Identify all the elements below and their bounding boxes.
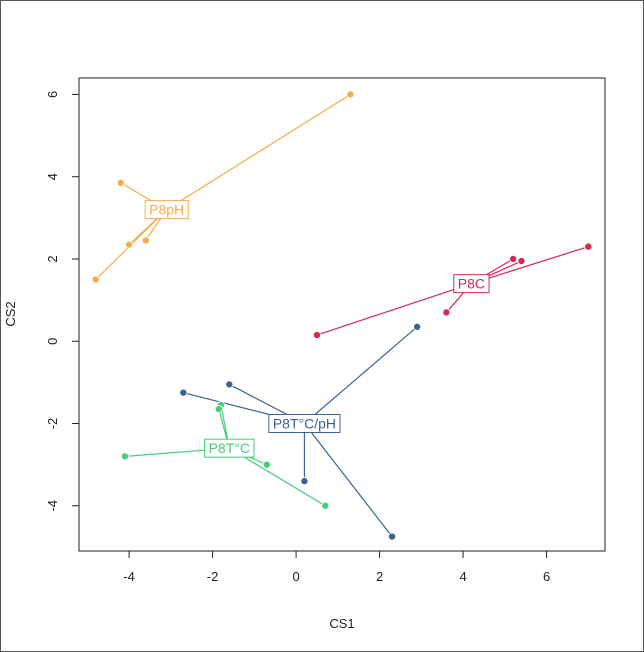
x-tick-label: -2 bbox=[207, 569, 219, 584]
spider-line bbox=[304, 326, 418, 424]
x-tick-label: 4 bbox=[459, 569, 466, 584]
data-point bbox=[225, 380, 234, 389]
data-point bbox=[584, 242, 593, 251]
data-point bbox=[517, 257, 526, 266]
group-label-box bbox=[204, 438, 255, 458]
axes: -4 -2 0 2 4 6 -4 -2 0 2 4 6 bbox=[45, 91, 550, 584]
data-point bbox=[413, 322, 422, 331]
data-point bbox=[300, 477, 309, 486]
group-label-box bbox=[268, 413, 341, 433]
group-label-box bbox=[144, 200, 189, 220]
data-point bbox=[141, 236, 150, 245]
y-axis-label: CS2 bbox=[3, 301, 18, 326]
spider-line bbox=[228, 447, 326, 507]
data-point bbox=[116, 178, 125, 187]
group-label-box bbox=[453, 274, 490, 294]
y-tick-label: -4 bbox=[45, 500, 60, 512]
x-tick-label: -4 bbox=[123, 569, 135, 584]
y-tick-label: 6 bbox=[45, 91, 60, 98]
y-tick-label: 4 bbox=[45, 173, 60, 180]
y-tick-label: 2 bbox=[45, 255, 60, 262]
data-point bbox=[91, 275, 100, 284]
group-label: P8C bbox=[458, 276, 485, 292]
x-axis-label: CS1 bbox=[329, 616, 354, 631]
data-point bbox=[125, 240, 134, 249]
y-tick-label: 0 bbox=[45, 338, 60, 345]
data-point bbox=[179, 388, 188, 397]
data-point bbox=[509, 254, 518, 263]
x-tick-label: 0 bbox=[292, 569, 299, 584]
x-tick-label: 2 bbox=[376, 569, 383, 584]
data-point bbox=[442, 308, 451, 317]
group-label: P8pH bbox=[149, 202, 184, 218]
spider-line bbox=[316, 283, 472, 336]
y-tick-label: -2 bbox=[45, 418, 60, 430]
data-groups: P8pH P8C P8T°C/pH P8T°C bbox=[91, 90, 593, 541]
data-point bbox=[312, 331, 321, 340]
data-point bbox=[214, 405, 223, 414]
data-point bbox=[346, 90, 355, 99]
spider-line bbox=[471, 246, 589, 285]
group-label: P8T°C/pH bbox=[273, 415, 336, 431]
plot-box bbox=[78, 77, 606, 552]
group-label: P8T°C bbox=[209, 440, 250, 456]
x-tick-label: 6 bbox=[543, 569, 550, 584]
spider-line bbox=[166, 93, 351, 211]
spider-line bbox=[303, 423, 393, 537]
data-point bbox=[262, 460, 271, 469]
data-point bbox=[120, 452, 129, 461]
data-point bbox=[321, 501, 330, 510]
data-point bbox=[388, 532, 397, 541]
